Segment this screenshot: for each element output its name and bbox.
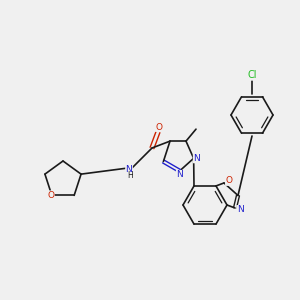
Text: H: H — [127, 172, 133, 181]
Text: N: N — [237, 206, 243, 214]
Text: N: N — [176, 170, 183, 179]
Text: O: O — [155, 122, 163, 131]
Text: N: N — [193, 154, 200, 163]
Text: O: O — [226, 176, 232, 185]
Text: O: O — [47, 191, 54, 200]
Text: Cl: Cl — [247, 70, 257, 80]
Text: N: N — [126, 164, 132, 173]
